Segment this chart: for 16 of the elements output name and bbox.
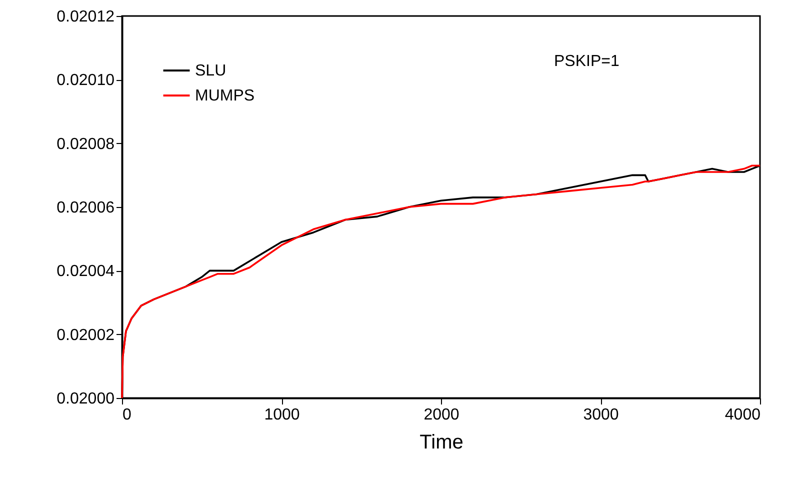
y-tick-label: 0.02000	[56, 390, 115, 408]
legend-label: MUMPS	[195, 88, 255, 104]
y-tick-label: 0.02004	[56, 263, 115, 280]
y-tick-label: 0.02006	[56, 200, 115, 216]
y-tick-label: 0.02012	[56, 8, 115, 26]
y-tick-label: 0.02010	[56, 72, 115, 90]
x-tick-label: 2000	[424, 406, 460, 424]
y-tick-label: 0.02008	[56, 136, 115, 153]
x-axis-title: Time	[420, 432, 464, 454]
legend-label: SLU	[195, 62, 226, 80]
annotation: PSKIP=1	[554, 53, 620, 70]
x-tick-label: 3000	[583, 406, 619, 424]
x-tick-label: 0	[122, 406, 132, 424]
y-tick-label: 0.02002	[56, 326, 115, 344]
x-tick-label: 4000	[724, 406, 761, 424]
x-tick-label: 1000	[264, 406, 300, 424]
